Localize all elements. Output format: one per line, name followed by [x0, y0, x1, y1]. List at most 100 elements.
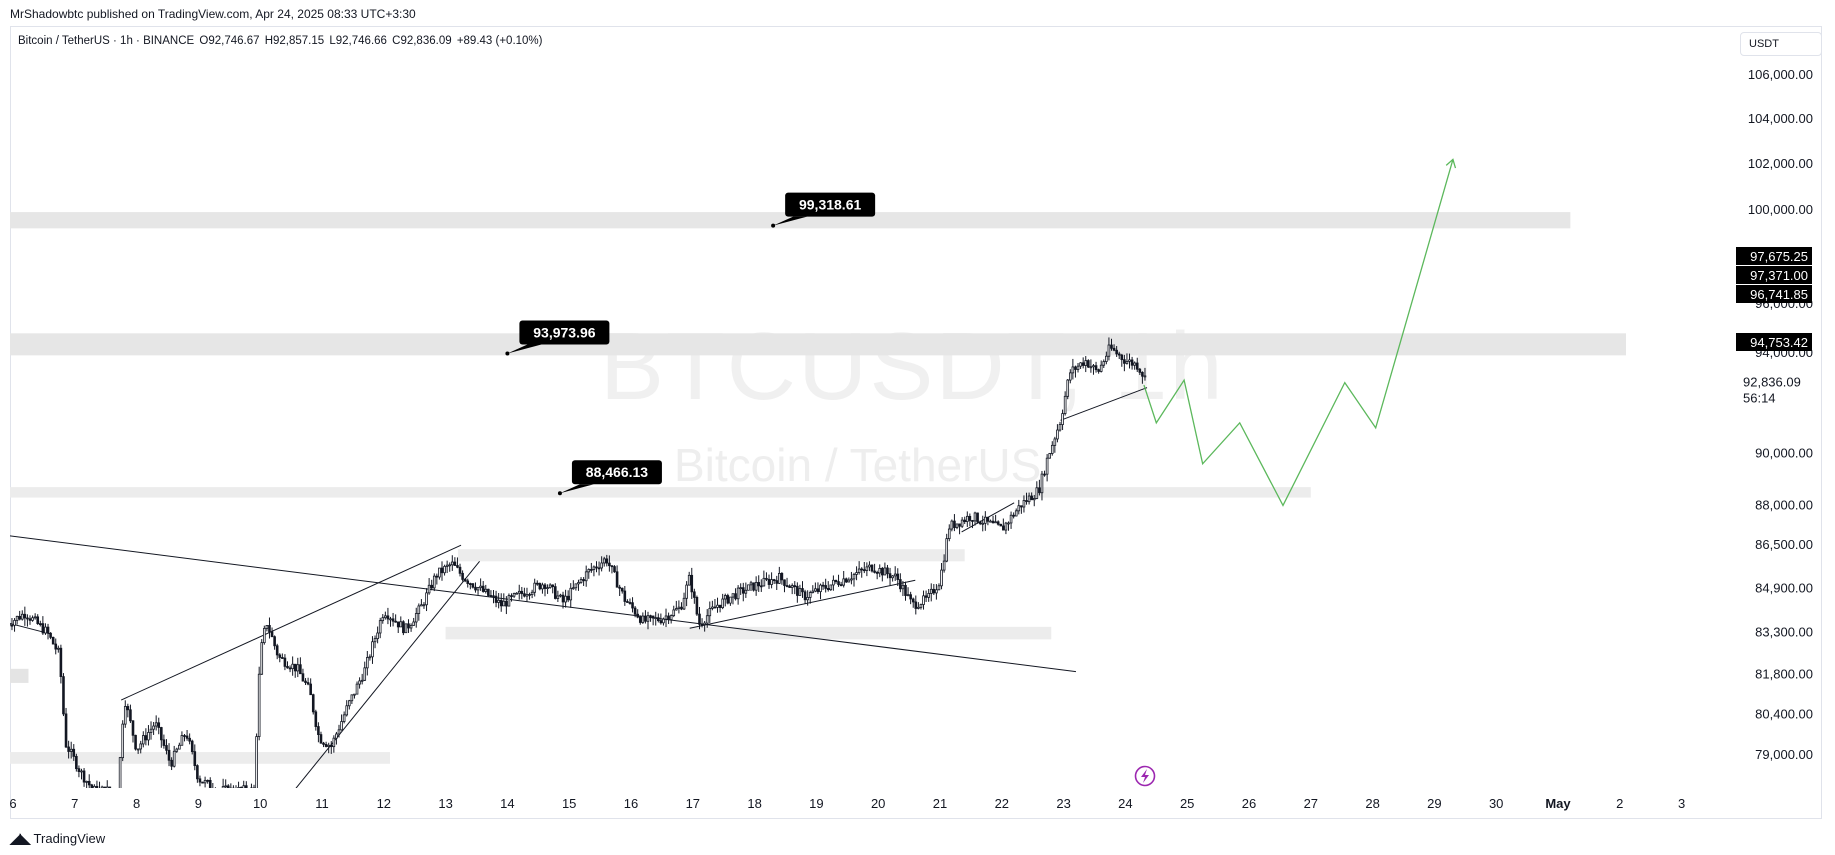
- time-axis[interactable]: 6 7 8 9 10 11 12 13 14 15 16 17 18 19 20 21 22 23 24 25 26 27…: [9, 796, 1685, 811]
- candle-13: [38, 620, 42, 627]
- candle-427: [1105, 351, 1108, 365]
- candle-421: [1089, 359, 1093, 373]
- candle-body-261: [677, 606, 681, 609]
- candle-body-430: [1112, 347, 1116, 351]
- candle-0: [6, 620, 8, 626]
- legend-high: H92,857.15: [264, 35, 325, 47]
- candle-223: [579, 577, 583, 584]
- candle-body-50: [134, 734, 137, 750]
- candle-body-327: [847, 579, 851, 583]
- price-tick-8: 86,500.00: [1755, 537, 1813, 552]
- candle-body-259: [672, 609, 676, 617]
- chart-panel[interactable]: [10, 26, 1822, 819]
- candle-68: [180, 731, 184, 746]
- candle-body-2: [10, 624, 14, 627]
- candle-3: [13, 618, 16, 632]
- legend-symbol[interactable]: Bitcoin / TetherUS · 1h · BINANCE: [18, 35, 195, 47]
- candle-47: [126, 703, 130, 718]
- candle-body-297: [770, 579, 773, 585]
- candle-body-28: [77, 768, 81, 773]
- candle-432: [1117, 351, 1121, 360]
- candle-97: [255, 733, 258, 788]
- candle-body-45: [121, 723, 124, 759]
- candle-body-415: [1074, 366, 1077, 370]
- currency-selector[interactable]: USDT: [1740, 32, 1822, 56]
- candle-273: [708, 601, 712, 623]
- time-tick-13: 19: [809, 796, 823, 811]
- candle-body-408: [1056, 429, 1059, 440]
- candle-body-426: [1102, 361, 1106, 366]
- candle-body-386: [999, 523, 1003, 527]
- candle-72: [190, 739, 194, 755]
- candle-222: [577, 579, 580, 591]
- candle-body-137: [358, 680, 361, 685]
- candle-310: [803, 589, 807, 604]
- candle-body-166: [432, 575, 436, 589]
- candle-body-348: [901, 584, 905, 590]
- ohlc-legend: Bitcoin / TetherUS · 1h · BINANCE O92,74…: [18, 35, 544, 47]
- candle-body-122: [319, 734, 323, 744]
- candle-264: [685, 581, 688, 607]
- candle-body-216: [561, 594, 565, 603]
- candle-body-414: [1071, 366, 1075, 374]
- projection-layer: [1143, 158, 1457, 507]
- candle-130: [340, 714, 343, 731]
- zone-6: [10, 752, 390, 764]
- candle-body-385: [996, 521, 1000, 525]
- candle-body-367: [950, 520, 954, 530]
- candle-98: [257, 666, 261, 741]
- candle-body-43: [117, 793, 119, 794]
- candle-94: [248, 789, 250, 801]
- candle-162: [422, 602, 426, 609]
- candle-104: [273, 635, 276, 650]
- candle-body-10: [31, 617, 34, 621]
- candle-body-161: [420, 604, 423, 607]
- tradingview-logo[interactable]: ◢◣ TradingView: [10, 830, 105, 847]
- candle-body-362: [937, 585, 941, 591]
- candle-425: [1099, 360, 1103, 373]
- candle-body-181: [471, 583, 475, 588]
- zone-5: [10, 668, 29, 683]
- candle-body-292: [757, 582, 761, 587]
- candle-body-186: [484, 588, 488, 592]
- candle-314: [814, 582, 817, 593]
- candle-409: [1058, 421, 1062, 432]
- candle-153: [399, 616, 403, 628]
- candle-body-251: [651, 615, 655, 619]
- candle-body-264: [685, 584, 688, 599]
- candle-355: [919, 603, 923, 610]
- candle-163: [425, 588, 428, 612]
- candle-body-267: [693, 591, 696, 598]
- candle-180: [469, 582, 472, 590]
- candle-body-156: [407, 623, 410, 629]
- candle-305: [790, 583, 794, 595]
- candle-body-219: [569, 587, 573, 601]
- candle-body-228: [592, 566, 596, 570]
- candle-body-185: [481, 585, 485, 592]
- candle-442: [1143, 367, 1147, 381]
- candle-body-155: [404, 623, 408, 634]
- candle-body-355: [919, 604, 923, 608]
- candle-145: [378, 617, 382, 639]
- description-watermark: Bitcoin / TetherUS: [674, 439, 1042, 491]
- price-axis[interactable]: 106,000.00 104,000.00 102,000.00 100,000.00…: [1736, 67, 1813, 762]
- candle-body-409: [1058, 424, 1062, 431]
- lightning-icon[interactable]: [1134, 765, 1156, 787]
- candle-173: [450, 555, 454, 571]
- candle-body-341: [883, 567, 887, 576]
- candle-374: [968, 513, 972, 527]
- candle-332: [860, 567, 864, 578]
- candle-body-98: [257, 673, 261, 737]
- candle-body-370: [958, 523, 961, 527]
- candle-body-197: [512, 593, 516, 597]
- candle-215: [559, 593, 562, 598]
- candle-body-245: [636, 613, 639, 618]
- candle-438: [1133, 361, 1136, 370]
- candle-body-84: [221, 786, 225, 788]
- candle-45: [121, 720, 124, 762]
- candle-body-330: [855, 572, 858, 575]
- candle-body-229: [595, 566, 598, 569]
- candle-439: [1135, 357, 1139, 373]
- candle-body-285: [739, 587, 742, 590]
